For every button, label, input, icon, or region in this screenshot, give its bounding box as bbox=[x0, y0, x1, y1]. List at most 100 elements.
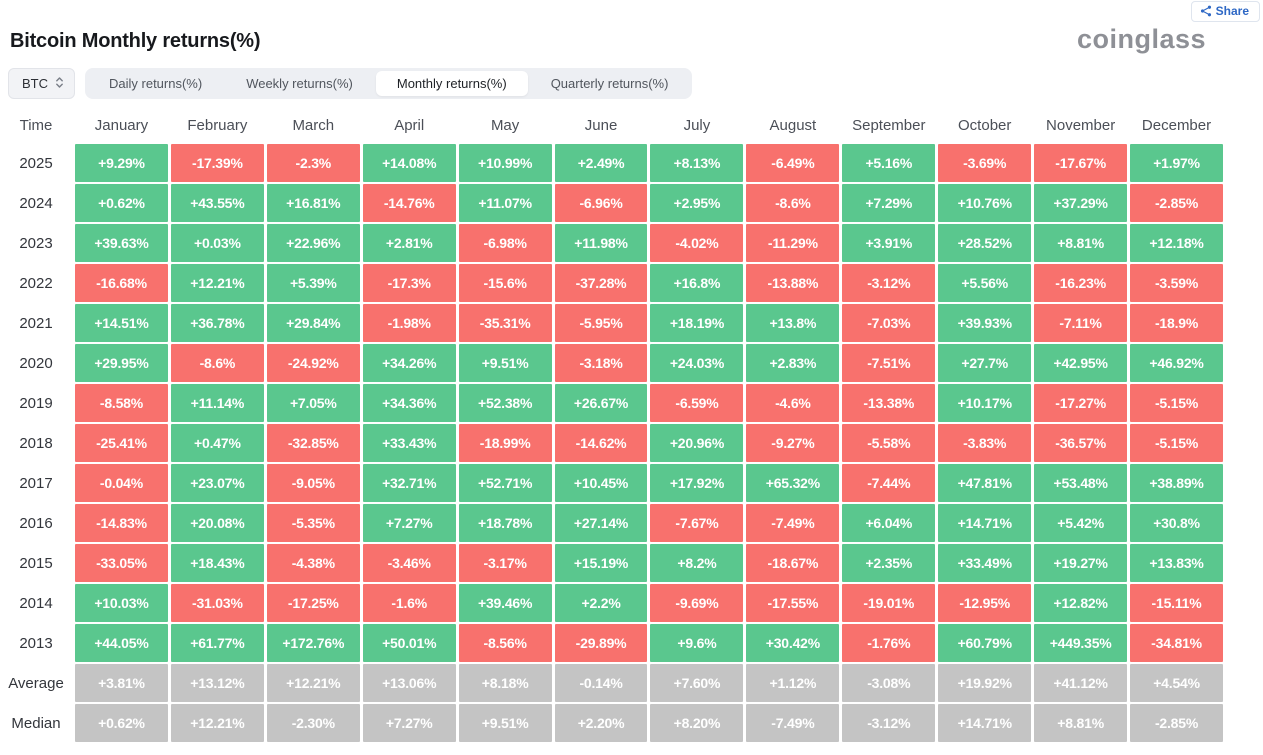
return-cell: +14.71% bbox=[938, 504, 1032, 542]
return-cell: -9.27% bbox=[746, 424, 840, 462]
return-cell: +10.17% bbox=[938, 384, 1032, 422]
row-label-: 2013 bbox=[19, 634, 53, 652]
updown-chevrons-icon bbox=[55, 76, 64, 92]
return-cell: +8.13% bbox=[650, 144, 744, 182]
controls-row: BTC Daily returns(%) Weekly returns(%) Mon… bbox=[8, 68, 1263, 99]
return-cell: +11.07% bbox=[458, 184, 552, 222]
return-cell: +30.8% bbox=[1130, 504, 1223, 542]
return-cell: +8.81% bbox=[1034, 224, 1128, 262]
return-cell: +1.97% bbox=[1130, 144, 1223, 182]
tab-daily-returns[interactable]: Daily returns(%) bbox=[109, 76, 203, 91]
return-cell: +2.81% bbox=[362, 224, 456, 262]
tab-monthly-returns[interactable]: Monthly returns(%) bbox=[375, 71, 528, 96]
coin-selector[interactable]: BTC bbox=[8, 68, 75, 99]
column-header-april: April bbox=[394, 117, 425, 134]
column-header-may: May bbox=[490, 117, 520, 134]
return-cell: +26.67% bbox=[554, 384, 648, 422]
return-cell: +7.27% bbox=[362, 704, 456, 742]
return-cell: +5.39% bbox=[266, 264, 360, 302]
return-cell: -5.95% bbox=[554, 304, 648, 342]
return-cell: +39.93% bbox=[938, 304, 1032, 342]
tab-weekly-returns[interactable]: Weekly returns(%) bbox=[246, 76, 353, 91]
column-header-february: February bbox=[187, 117, 248, 134]
return-cell: +14.51% bbox=[75, 304, 168, 342]
return-cell: +39.46% bbox=[458, 584, 552, 622]
return-cell: -17.67% bbox=[1034, 144, 1128, 182]
return-cell: -7.67% bbox=[650, 504, 744, 542]
return-cell: +36.78% bbox=[170, 304, 264, 342]
return-cell: +8.2% bbox=[650, 544, 744, 582]
return-cell: -32.85% bbox=[266, 424, 360, 462]
return-cell: +29.84% bbox=[266, 304, 360, 342]
return-cell: -12.95% bbox=[938, 584, 1032, 622]
return-cell: +0.03% bbox=[170, 224, 264, 262]
return-cell: -36.57% bbox=[1034, 424, 1128, 462]
return-cell: -5.35% bbox=[266, 504, 360, 542]
return-cell: -37.28% bbox=[554, 264, 648, 302]
return-cell: -19.01% bbox=[842, 584, 936, 622]
return-cell: +0.62% bbox=[75, 184, 168, 222]
return-cell: +6.04% bbox=[842, 504, 936, 542]
return-cell: +2.83% bbox=[746, 344, 840, 382]
return-cell: +5.56% bbox=[938, 264, 1032, 302]
return-cell: -7.11% bbox=[1034, 304, 1128, 342]
return-cell: -3.12% bbox=[842, 264, 936, 302]
return-cell: -5.15% bbox=[1130, 424, 1223, 462]
return-cell: +19.92% bbox=[938, 664, 1032, 702]
return-cell: -17.55% bbox=[746, 584, 840, 622]
return-cell: +13.12% bbox=[170, 664, 264, 702]
row-label-: 2021 bbox=[19, 314, 53, 332]
return-cell: -7.49% bbox=[746, 504, 840, 542]
return-cell: +52.71% bbox=[458, 464, 552, 502]
row-label-: 2016 bbox=[19, 514, 53, 532]
row-label-: 2020 bbox=[19, 354, 53, 372]
return-cell: -18.67% bbox=[746, 544, 840, 582]
return-cell: +4.54% bbox=[1130, 664, 1223, 702]
return-cell: +5.42% bbox=[1034, 504, 1128, 542]
row-label-: 2019 bbox=[19, 394, 53, 412]
return-cell: +12.21% bbox=[266, 664, 360, 702]
return-cell: -18.9% bbox=[1130, 304, 1223, 342]
return-cell: +32.71% bbox=[362, 464, 456, 502]
return-cell: -8.6% bbox=[746, 184, 840, 222]
return-cell: -7.49% bbox=[746, 704, 840, 742]
return-cell: +14.71% bbox=[938, 704, 1032, 742]
return-cell: +41.12% bbox=[1034, 664, 1128, 702]
return-cell: +3.91% bbox=[842, 224, 936, 262]
column-header-september: September bbox=[852, 117, 926, 134]
column-header-june: June bbox=[584, 117, 618, 134]
return-cell: -3.17% bbox=[458, 544, 552, 582]
return-cell: +18.78% bbox=[458, 504, 552, 542]
return-cell: -35.31% bbox=[458, 304, 552, 342]
share-button[interactable]: Share bbox=[1190, 1, 1260, 22]
return-cell: +2.49% bbox=[554, 144, 648, 182]
row-label-: 2024 bbox=[19, 194, 53, 212]
return-cell: +19.27% bbox=[1034, 544, 1128, 582]
return-cell: +2.20% bbox=[554, 704, 648, 742]
return-cell: -1.76% bbox=[842, 624, 936, 662]
return-cell: +16.81% bbox=[266, 184, 360, 222]
return-cell: -15.11% bbox=[1130, 584, 1223, 622]
row-label-average: Average bbox=[8, 674, 64, 692]
tab-quarterly-returns[interactable]: Quarterly returns(%) bbox=[550, 76, 669, 91]
return-cell: -18.99% bbox=[458, 424, 552, 462]
return-cell: -16.68% bbox=[75, 264, 168, 302]
return-cell: +27.14% bbox=[554, 504, 648, 542]
return-cell: -1.98% bbox=[362, 304, 456, 342]
return-cell: -4.02% bbox=[650, 224, 744, 262]
share-nodes-icon bbox=[1200, 5, 1212, 17]
column-header-december: December bbox=[1141, 117, 1212, 134]
row-label-: 2018 bbox=[19, 434, 53, 452]
return-cell: +14.08% bbox=[362, 144, 456, 182]
return-cell: -4.6% bbox=[746, 384, 840, 422]
return-cell: -11.29% bbox=[746, 224, 840, 262]
row-label-: 2014 bbox=[19, 594, 53, 612]
return-cell: +46.92% bbox=[1130, 344, 1223, 382]
title-row: Bitcoin Monthly returns(%) coinglass bbox=[0, 0, 1263, 53]
return-cell: +5.16% bbox=[842, 144, 936, 182]
return-cell: -25.41% bbox=[75, 424, 168, 462]
return-cell: +18.19% bbox=[650, 304, 744, 342]
return-cell: +30.42% bbox=[746, 624, 840, 662]
return-cell: +11.98% bbox=[554, 224, 648, 262]
